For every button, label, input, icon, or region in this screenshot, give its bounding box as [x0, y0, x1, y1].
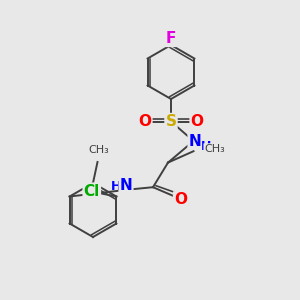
- Text: H: H: [111, 179, 122, 193]
- Text: N: N: [189, 134, 201, 148]
- Text: O: O: [174, 192, 187, 207]
- Text: N: N: [120, 178, 132, 194]
- Text: O: O: [190, 114, 204, 129]
- Text: Cl: Cl: [84, 184, 100, 199]
- Text: S: S: [166, 114, 176, 129]
- Text: CH₃: CH₃: [204, 144, 225, 154]
- Text: F: F: [166, 31, 176, 46]
- Text: CH₃: CH₃: [88, 146, 110, 155]
- Text: O: O: [138, 114, 152, 129]
- Text: H: H: [201, 140, 211, 153]
